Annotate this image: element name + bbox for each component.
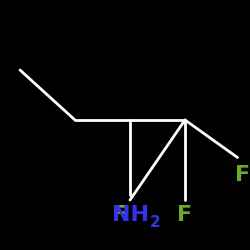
Text: F: F [112, 205, 128, 225]
Text: F: F [178, 205, 192, 225]
Text: 2: 2 [150, 215, 160, 230]
Text: NH: NH [112, 205, 148, 225]
Text: F: F [235, 165, 250, 185]
